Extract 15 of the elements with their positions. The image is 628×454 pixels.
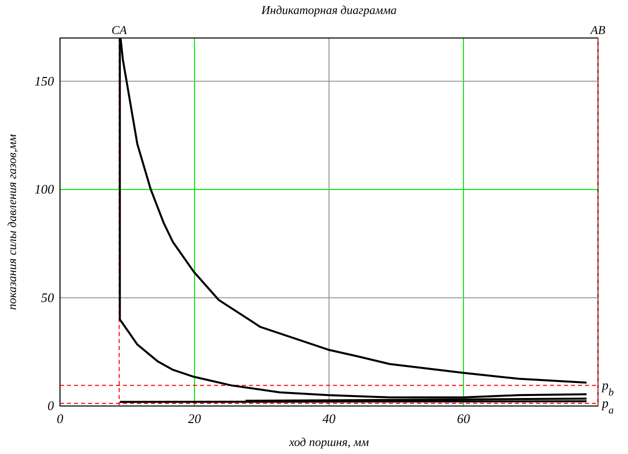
- x-axis-title: ход поршня, мм: [288, 435, 370, 449]
- ref-line-label: p$_{b}$: [601, 377, 614, 398]
- ref-line-label: CA: [112, 23, 128, 37]
- x-tick-label: 40: [322, 411, 336, 426]
- y-axis-title: показания силы давления газов,мм: [5, 134, 19, 310]
- y-tick-label: 150: [34, 73, 54, 88]
- y-tick-label: 0: [48, 398, 54, 414]
- x-tick-label: 0: [56, 411, 64, 426]
- x-tick-label: 20: [188, 411, 202, 426]
- x-tick-label: 60: [457, 411, 470, 426]
- y-tick-label: 100: [34, 182, 54, 197]
- chart-title: Индикаторная диаграмма: [260, 3, 397, 17]
- ref-line-label: p$_{a}$: [601, 395, 614, 416]
- y-tick-label: 50: [41, 290, 54, 305]
- ref-line-label: AB: [590, 23, 606, 37]
